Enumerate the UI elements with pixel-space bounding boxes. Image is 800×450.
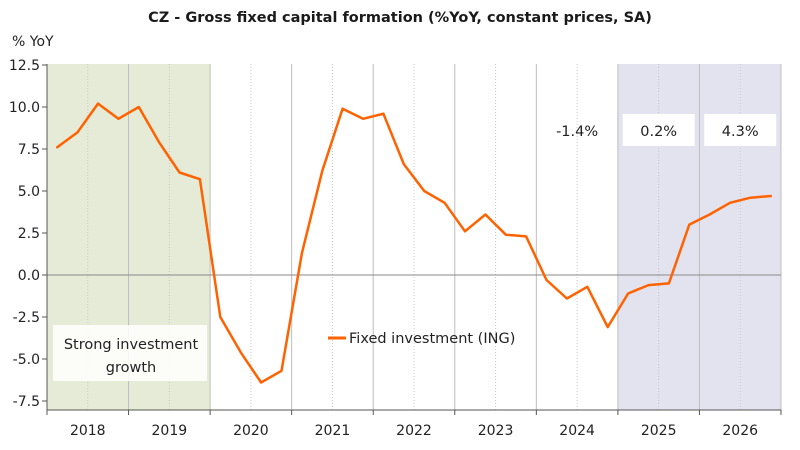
y-axis: 12.5 10.0 7.5 5.0 2.5 0.0 -2.5 -5.0 -7.5 [9,58,48,410]
y-tick-label: 2.5 [18,226,40,242]
region-label-box: Strong investment growth [53,325,207,381]
region-label-background [53,325,207,381]
annotation-label: 0.2% [640,124,677,140]
annotation-box [622,114,695,146]
y-tick-label: 7.5 [18,142,40,158]
legend-label: Fixed investment (ING) [349,331,515,347]
y-tick-label: -2.5 [13,310,40,326]
series-group [55,102,773,384]
x-axis: 2018 2019 2020 2021 2022 2023 2024 2025 2026 [46,409,782,439]
grid [87,64,782,410]
x-tick-label: 2021 [315,423,351,439]
x-tick-label: 2019 [152,423,188,439]
x-tick-label: 2025 [641,423,677,439]
x-tick-label: 2020 [233,423,269,439]
x-tick-label: 2026 [722,423,758,439]
annotation-label: 4.3% [722,124,759,140]
y-axis-label: % YoY [12,34,54,50]
annotation-label: -1.4% [556,124,598,140]
x-tick-label: 2023 [478,423,514,439]
y-tick-label: 10.0 [9,100,40,116]
x-tick-label: 2018 [70,423,106,439]
y-tick-label: 12.5 [9,58,40,74]
x-tick-label: 2022 [396,423,432,439]
y-tick-label: 0.0 [18,268,40,284]
annotation-box [704,114,777,146]
y-tick-label: 5.0 [18,184,40,200]
region-label-line-2: growth [106,360,156,376]
annotations: -1.4% 0.2% 4.3% [556,114,777,146]
region-label-line-1: Strong investment [64,337,199,353]
y-tick-label: -5.0 [13,352,40,368]
series-line-fixed-investment [55,102,773,384]
chart-title: CZ - Gross fixed capital formation (%YoY… [148,10,652,26]
x-tick-label: 2024 [559,423,595,439]
y-tick-label: -7.5 [13,394,40,410]
legend: Fixed investment (ING) [328,331,515,347]
